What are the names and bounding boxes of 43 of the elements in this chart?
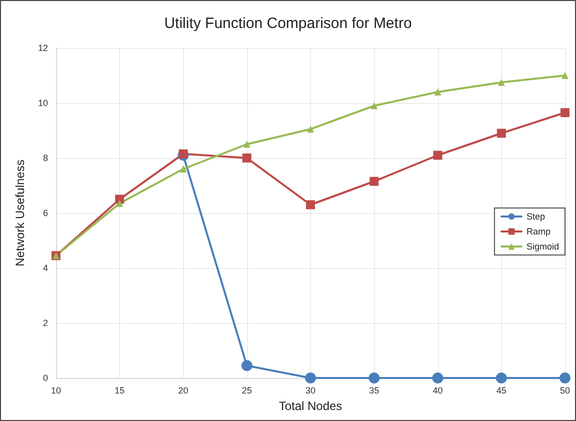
- point: [116, 200, 124, 207]
- point: [307, 126, 314, 133]
- point: [368, 372, 380, 384]
- point: [496, 372, 507, 384]
- y-tick-label: 2: [42, 318, 48, 328]
- y-tick-label: 4: [42, 263, 48, 273]
- legend-label: Sigmoid: [526, 242, 559, 252]
- point: [560, 108, 570, 118]
- chart-title: Utility Function Comparison for Metro: [164, 15, 412, 32]
- point: [370, 102, 378, 110]
- point: [305, 372, 316, 384]
- point: [241, 360, 252, 372]
- x-tick-label: 40: [432, 386, 443, 396]
- y-tick-label: 12: [38, 43, 48, 53]
- x-tick-label: 25: [242, 386, 252, 396]
- x-tick-label: 10: [50, 386, 62, 396]
- point: [433, 150, 442, 160]
- legend-label: Step: [526, 212, 545, 222]
- point: [242, 154, 252, 162]
- x-tick-label: 35: [369, 386, 380, 396]
- point: [243, 140, 250, 148]
- y-axis-title: Network Usefulness: [13, 160, 27, 266]
- y-tick-label: 8: [42, 153, 48, 163]
- point: [306, 200, 315, 210]
- y-tick-label: 0: [42, 373, 48, 383]
- x-tick-label: 20: [178, 386, 188, 396]
- x-tick-label: 45: [496, 386, 506, 396]
- point: [370, 176, 379, 186]
- point: [560, 372, 570, 384]
- y-tick-label: 10: [38, 98, 48, 108]
- point: [434, 88, 442, 96]
- point: [178, 149, 188, 158]
- x-axis-title: Total Nodes: [278, 399, 342, 413]
- point: [180, 166, 187, 172]
- x-tick-label: 15: [114, 386, 125, 396]
- x-tick-label: 30: [305, 386, 316, 396]
- legend-label: Ramp: [526, 226, 550, 236]
- y-tick-label: 6: [42, 208, 48, 218]
- point: [496, 128, 506, 138]
- point: [432, 372, 444, 384]
- x-tick-label: 50: [560, 386, 570, 396]
- point: [498, 78, 505, 86]
- point: [562, 72, 568, 79]
